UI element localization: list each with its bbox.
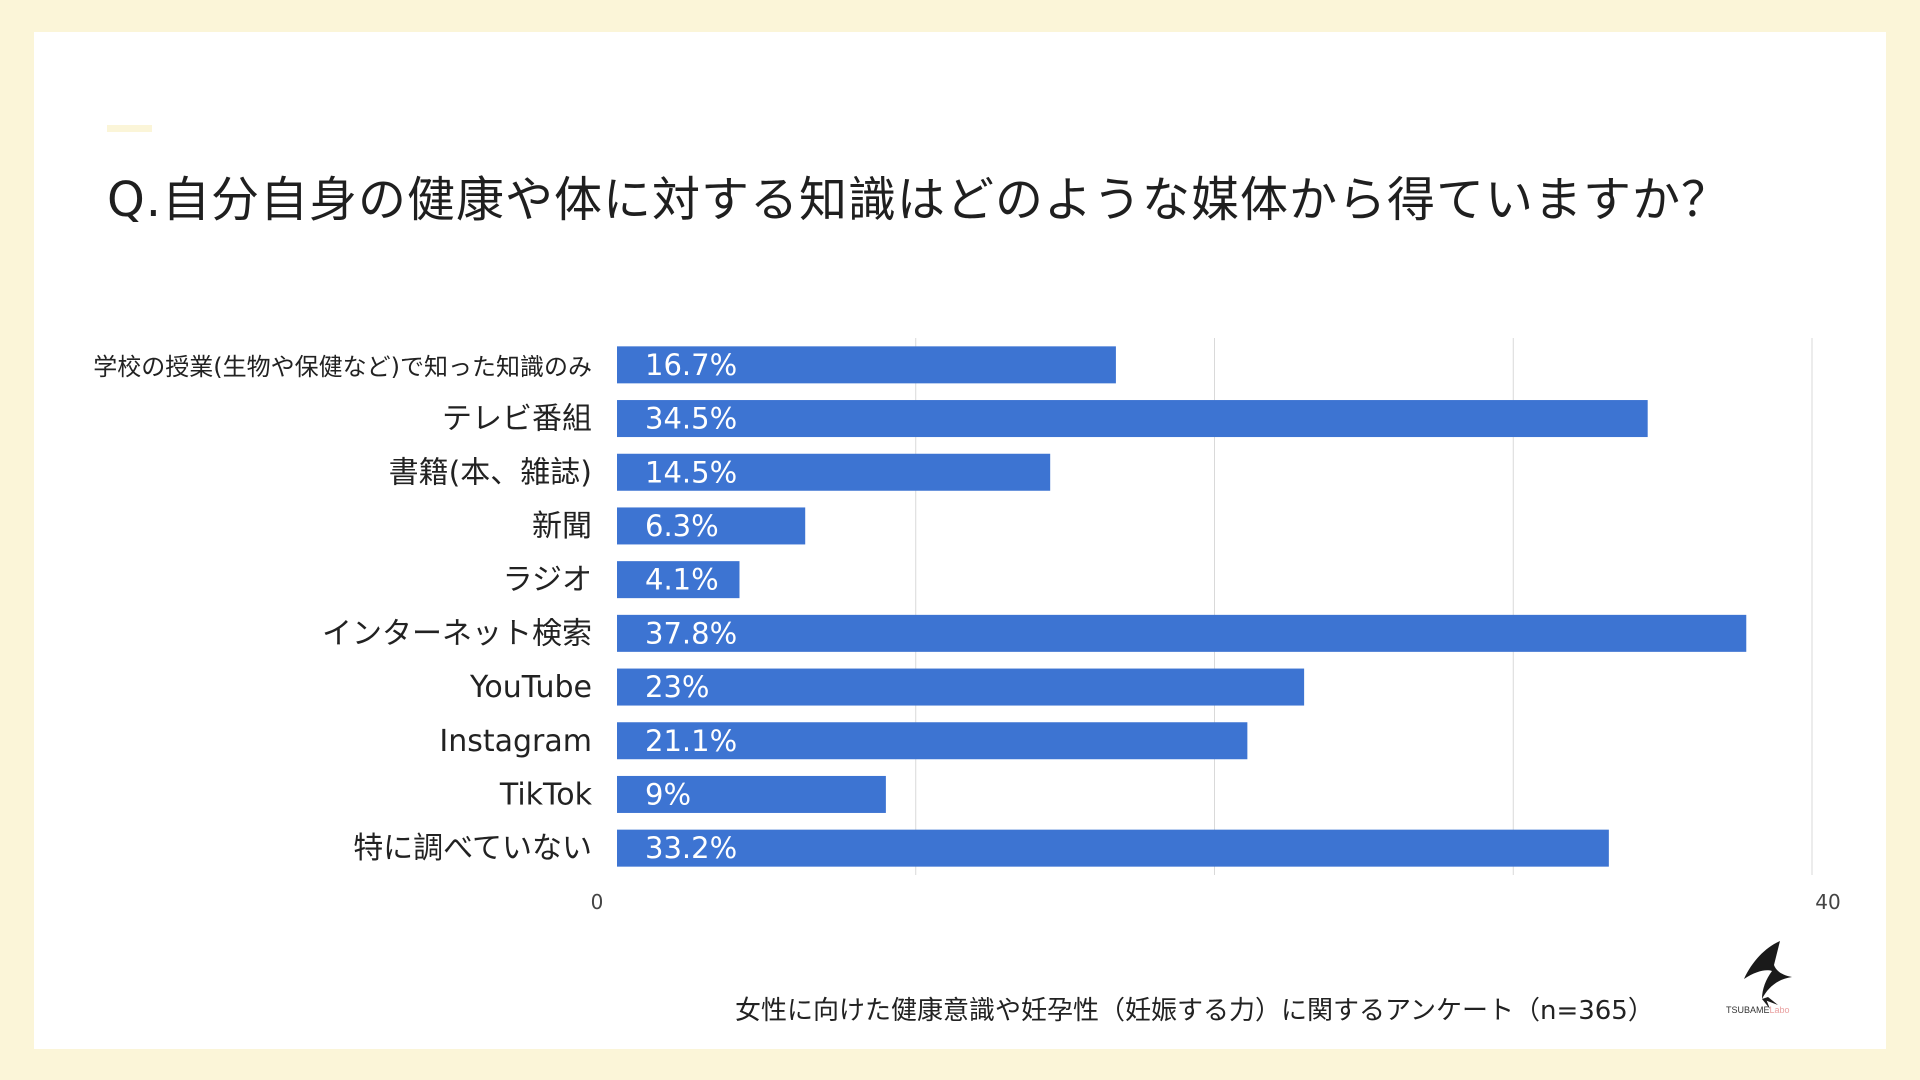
x-tick-label: 40 bbox=[1815, 890, 1840, 914]
bar bbox=[617, 453, 1051, 491]
category-label: 新聞 bbox=[532, 509, 592, 544]
bar bbox=[617, 507, 806, 545]
data-label: 16.7% bbox=[645, 348, 737, 382]
chart-title: Q.自分自身の健康や体に対する知識はどのような媒体から得ていますか？ bbox=[107, 172, 1731, 228]
data-label: 33.2% bbox=[645, 831, 737, 865]
category-label: ラジオ bbox=[503, 563, 592, 598]
category-label: YouTube bbox=[469, 670, 592, 705]
bar bbox=[617, 614, 1747, 652]
data-label: 23% bbox=[645, 670, 709, 704]
bar bbox=[617, 561, 740, 599]
swallow-logo-icon bbox=[1744, 941, 1792, 1009]
bar bbox=[617, 722, 1248, 760]
bar bbox=[617, 668, 1305, 706]
data-label: 34.5% bbox=[645, 402, 737, 436]
bar bbox=[617, 346, 1116, 384]
category-label: Instagram bbox=[439, 724, 592, 759]
x-tick-label: 0 bbox=[591, 890, 604, 914]
data-label: 4.1% bbox=[645, 563, 719, 597]
bar bbox=[617, 829, 1609, 867]
accent-line bbox=[107, 125, 152, 132]
category-label: 書籍(本、雑誌) bbox=[389, 455, 592, 490]
data-label: 37.8% bbox=[645, 616, 737, 650]
bar bbox=[617, 775, 886, 813]
logo-suffix: Labo bbox=[1769, 1005, 1790, 1015]
chart-card bbox=[34, 32, 1886, 1049]
logo-name: TSUBAME bbox=[1726, 1005, 1770, 1015]
category-label: インターネット検索 bbox=[322, 616, 592, 651]
data-label: 9% bbox=[645, 777, 691, 811]
chart-footer: 女性に向けた健康意識や妊孕性（妊娠する力）に関するアンケート（n=365） bbox=[735, 996, 1654, 1026]
data-label: 21.1% bbox=[645, 724, 737, 758]
category-label: 学校の授業(生物や保健など)で知った知識のみ bbox=[93, 353, 592, 381]
category-label: 特に調べていない bbox=[353, 831, 592, 866]
data-label: 6.3% bbox=[645, 509, 719, 543]
category-label: TikTok bbox=[499, 777, 593, 812]
bar bbox=[617, 400, 1648, 438]
category-label: テレビ番組 bbox=[442, 402, 592, 437]
data-label: 14.5% bbox=[645, 455, 737, 489]
logo-text: TSUBAMELabo bbox=[1726, 1005, 1790, 1015]
